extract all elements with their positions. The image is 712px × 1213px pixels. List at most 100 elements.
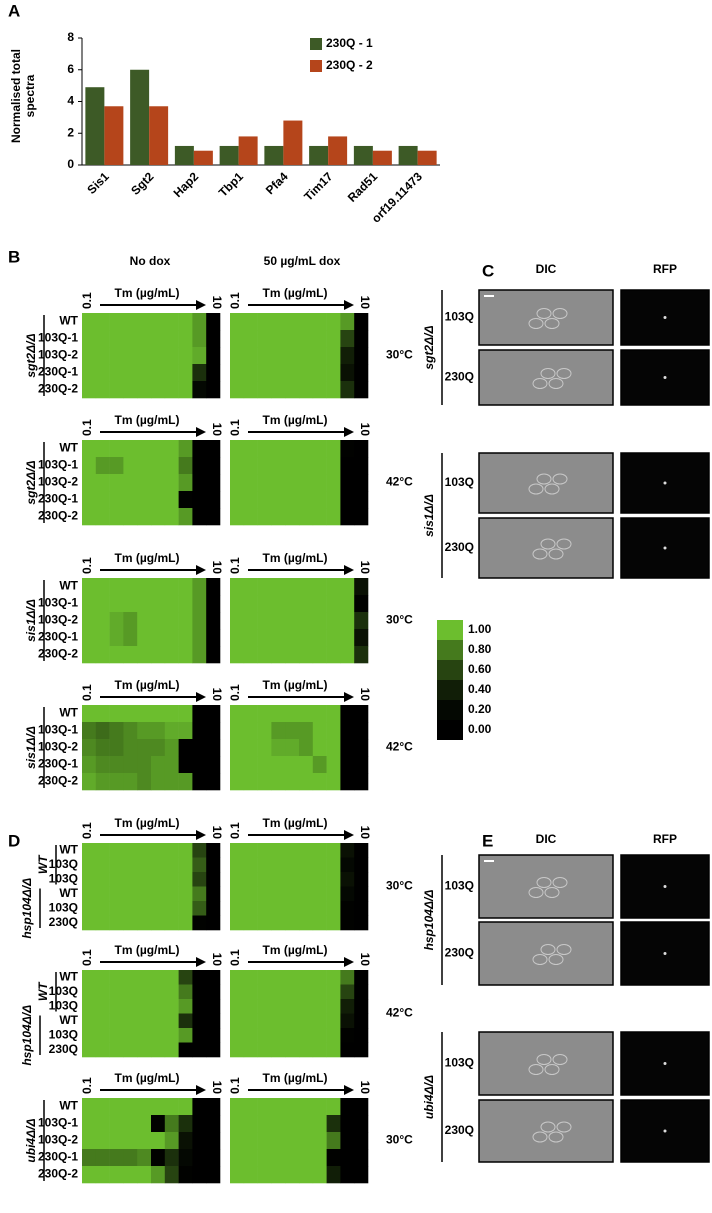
heatmap-cell [137, 756, 152, 774]
heatmap-cell [137, 364, 152, 382]
heatmap-cell [285, 843, 300, 858]
heatmap-cell [299, 1013, 314, 1029]
heatmap-cell [192, 886, 207, 902]
heatmap-cell [164, 1166, 179, 1184]
heatmap-cell [137, 491, 152, 509]
heatmap-cell [230, 886, 245, 902]
heatmap-cell [271, 440, 286, 458]
heatmap-cell [151, 1028, 166, 1043]
heatmap-cell [285, 330, 300, 348]
bar [309, 145, 329, 165]
heatmap-cell [137, 381, 152, 399]
heatmap-cell [123, 347, 138, 365]
heatmap-cell [95, 646, 110, 664]
tm-arrowhead [344, 565, 354, 575]
heatmap-cell [299, 915, 314, 931]
heatmap-cell [230, 595, 245, 613]
heatmap-cell [123, 1115, 138, 1133]
heatmap-cell [109, 1042, 124, 1058]
heatmap-cell [326, 739, 341, 757]
heatmap-cell [151, 364, 166, 382]
heatmap-cell [312, 1013, 327, 1029]
heatmap-cell [326, 474, 341, 492]
row-label: WT [59, 842, 78, 856]
heatmap-cell [312, 1042, 327, 1058]
heatmap-cell [123, 901, 138, 916]
tm-low: 0.1 [228, 684, 242, 701]
heatmap-cell [326, 629, 341, 647]
heatmap-cell [243, 705, 258, 723]
tm-high: 10 [210, 688, 224, 702]
row-label: 103Q-1 [38, 596, 78, 610]
heatmap-cell [285, 612, 300, 630]
row-label: 230Q-2 [38, 647, 78, 661]
x-tick-label: Hap2 [171, 169, 202, 200]
tm-high: 10 [210, 1081, 224, 1095]
tm-high: 10 [210, 826, 224, 840]
row-label: 103Q-1 [38, 458, 78, 472]
heatmap-cell [178, 756, 193, 774]
cell [540, 368, 556, 379]
heatmap-cell [340, 440, 355, 458]
tm-arrowhead [344, 1085, 354, 1095]
tm-label: Tm (µg/mL) [115, 413, 180, 427]
row-label: 230Q-1 [38, 365, 78, 379]
heatmap-cell [299, 705, 314, 723]
heatmap-cell [137, 872, 152, 887]
heatmap-cell [151, 773, 166, 791]
heatmap-cell [271, 646, 286, 664]
heatmap-cell [230, 578, 245, 596]
heatmap-cell [192, 595, 207, 613]
heatmap-cell [257, 739, 272, 757]
heatmap-cell [151, 1166, 166, 1184]
x-tick-label: Sgt2 [128, 169, 157, 198]
tm-arrowhead [344, 300, 354, 310]
heatmap-cell [299, 872, 314, 887]
tm-high: 10 [358, 953, 372, 967]
tm-label: Tm (µg/mL) [263, 816, 328, 830]
heatmap-cell [271, 474, 286, 492]
heatmap-cell [271, 1042, 286, 1058]
heatmap-cell [206, 381, 221, 399]
heatmap-cell [354, 886, 369, 902]
heatmap-cell [230, 440, 245, 458]
heatmap-cell [137, 1028, 152, 1043]
heatmap-cell [164, 843, 179, 858]
heatmap-cell [257, 508, 272, 526]
heatmap-cell [82, 999, 97, 1014]
heatmap-cell [206, 999, 221, 1014]
heatmap-cell [178, 1098, 193, 1116]
mic-row-label: 103Q [445, 1056, 474, 1070]
heatmap-cell [109, 595, 124, 613]
heatmap-cell [82, 872, 97, 887]
heatmap-cell [326, 857, 341, 873]
heatmap-cell [230, 1013, 245, 1029]
heatmap-cell [243, 756, 258, 774]
x-tick-label: Tbp1 [216, 169, 246, 199]
heatmap-cell [340, 595, 355, 613]
heatmap-cell [206, 612, 221, 630]
heatmap-cell [243, 1166, 258, 1184]
cell [548, 1131, 564, 1143]
heatmap-cell [151, 915, 166, 931]
genotype-label: sgt2Δ/Δ [24, 333, 38, 377]
heatmap-cell [192, 773, 207, 791]
heatmap-cell [285, 1098, 300, 1116]
heatmap-cell [164, 872, 179, 887]
heatmap-cell [285, 773, 300, 791]
heatmap-cell [354, 1132, 369, 1150]
heatmap-cell [109, 1132, 124, 1150]
heatmap-cell [354, 457, 369, 475]
heatmap-cell [285, 457, 300, 475]
tm-arrowhead [196, 1085, 206, 1095]
heatmap-cell [82, 474, 97, 492]
heatmap-cell [82, 491, 97, 509]
heatmap-cell [123, 857, 138, 873]
heatmap-cell [299, 612, 314, 630]
heatmap-cell [137, 612, 152, 630]
heatmap-cell [192, 440, 207, 458]
heatmap-cell [271, 364, 286, 382]
heatmap-cell [178, 330, 193, 348]
heatmap-cell [178, 970, 193, 985]
heatmap-cell [82, 381, 97, 399]
